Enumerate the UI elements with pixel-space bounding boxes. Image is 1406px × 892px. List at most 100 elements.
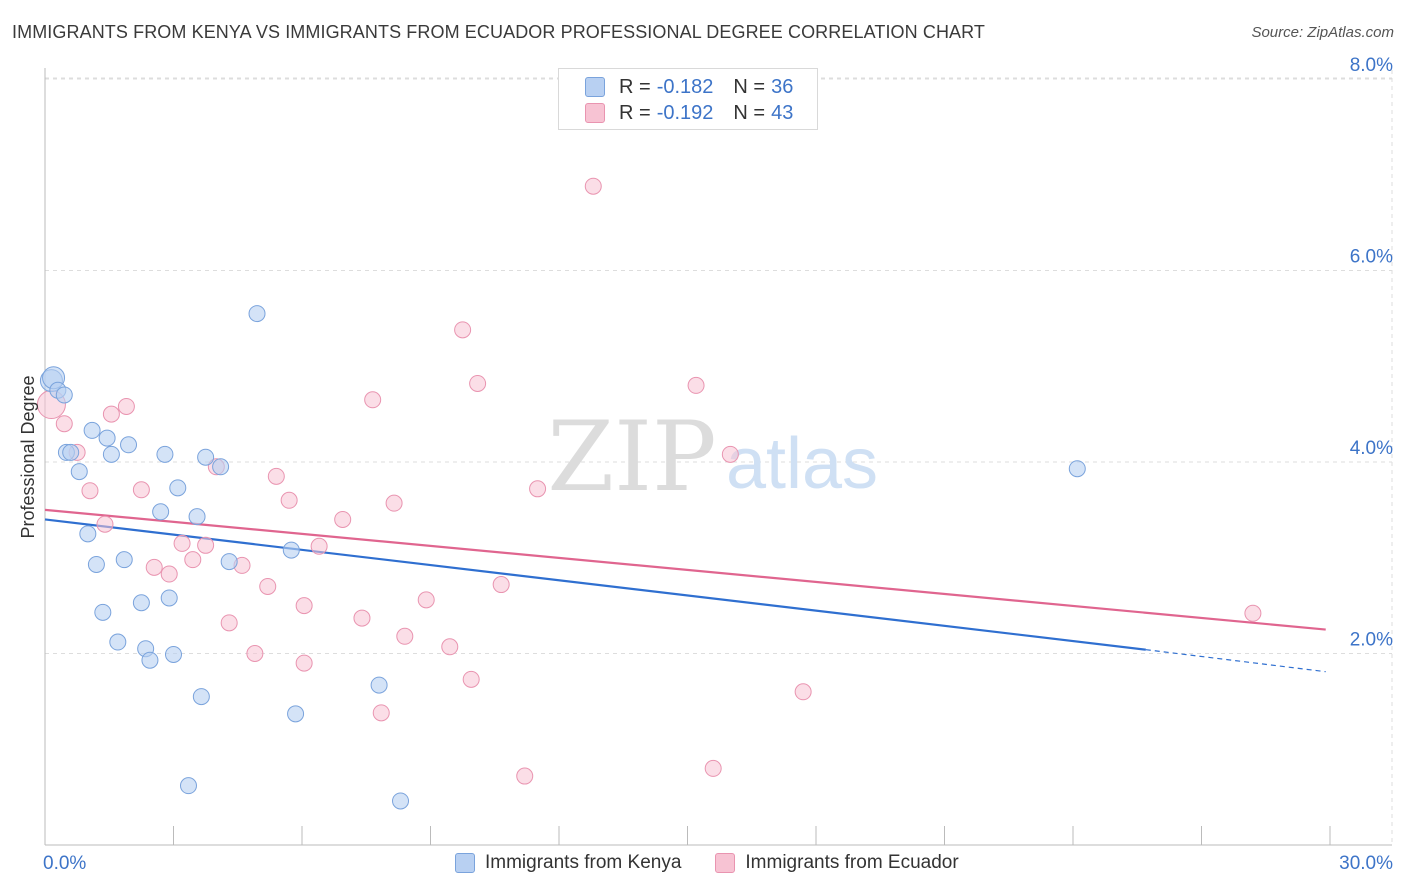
ecuador-legend-swatch xyxy=(715,853,736,873)
chart-title: IMMIGRANTS FROM KENYA VS IMMIGRANTS FROM… xyxy=(12,22,986,42)
kenya-point xyxy=(62,443,80,461)
kenya-point xyxy=(55,386,73,404)
ecuador-point xyxy=(385,494,403,512)
kenya-point xyxy=(115,551,133,569)
kenya-point xyxy=(160,589,178,607)
ecuador-point xyxy=(454,321,472,339)
kenya-swatch xyxy=(585,77,605,97)
ecuador-point xyxy=(102,405,120,423)
ecuador-point xyxy=(267,467,285,485)
ecuador-point xyxy=(353,609,371,627)
ecuador-point xyxy=(280,491,298,509)
kenya-point xyxy=(102,445,120,463)
kenya-point xyxy=(98,429,116,447)
legend-row-kenya: R = -0.182 N = 36 xyxy=(585,75,793,99)
kenya-point xyxy=(94,603,112,621)
kenya-point xyxy=(220,553,238,571)
series-legend: Immigrants from Kenya Immigrants from Ec… xyxy=(455,852,993,874)
ecuador-point xyxy=(246,645,264,662)
watermark: ZIP atlas xyxy=(547,401,878,513)
kenya-points xyxy=(39,305,1086,810)
y-tick-label: 4.0% xyxy=(1350,438,1393,459)
legend-row-ecuador: R = -0.192 N = 43 xyxy=(585,101,793,125)
kenya-point xyxy=(141,651,159,669)
ecuador-point xyxy=(721,445,739,463)
grid-lines xyxy=(45,70,1393,845)
kenya-point xyxy=(1068,460,1086,478)
ecuador-n-label: N = xyxy=(733,101,766,124)
ecuador-swatch xyxy=(585,103,605,123)
ecuador-point xyxy=(259,577,277,595)
kenya-point xyxy=(248,305,266,323)
ecuador-legend-label: Immigrants from Ecuador xyxy=(745,852,959,873)
kenya-point xyxy=(87,555,105,573)
ecuador-point xyxy=(55,415,73,433)
kenya-point xyxy=(392,792,410,810)
kenya-trend-line xyxy=(44,518,1146,651)
kenya-point xyxy=(83,421,101,439)
ecuador-point xyxy=(794,683,812,701)
x-tick-label-min: 0.0% xyxy=(43,853,86,874)
ecuador-points xyxy=(36,177,1262,785)
ecuador-point xyxy=(364,391,382,409)
kenya-point xyxy=(370,676,388,694)
ecuador-point xyxy=(441,638,459,656)
ecuador-point xyxy=(492,576,510,594)
ecuador-point xyxy=(295,654,313,672)
ecuador-point xyxy=(334,510,352,528)
kenya-legend-swatch xyxy=(455,853,475,873)
kenya-point xyxy=(132,594,150,612)
ecuador-r-label: R = xyxy=(619,101,651,124)
ecuador-point xyxy=(184,551,202,569)
axes: 2.0% 4.0% 6.0% 8.0% 0.0% 30.0% xyxy=(43,55,1393,874)
ecuador-point xyxy=(173,534,191,552)
kenya-point xyxy=(169,479,187,497)
ecuador-point xyxy=(469,374,487,392)
ecuador-point xyxy=(160,565,178,583)
kenya-point xyxy=(188,508,206,526)
kenya-point xyxy=(179,777,197,795)
watermark-zip: ZIP xyxy=(547,401,716,513)
ecuador-point xyxy=(584,177,602,195)
kenya-point xyxy=(165,645,182,663)
ecuador-point xyxy=(704,759,722,777)
ecuador-point xyxy=(295,597,313,615)
ecuador-point xyxy=(529,480,547,498)
y-tick-label: 2.0% xyxy=(1350,630,1393,651)
ecuador-point xyxy=(197,536,215,554)
y-tick-label: 6.0% xyxy=(1350,247,1393,268)
ecuador-r-value: -0.192 xyxy=(656,101,714,124)
kenya-r-value: -0.182 xyxy=(656,75,714,98)
ecuador-point xyxy=(310,537,328,555)
kenya-point xyxy=(79,525,97,543)
kenya-point xyxy=(282,541,300,559)
kenya-n-label: N = xyxy=(733,75,766,98)
ecuador-point xyxy=(1244,604,1262,622)
ecuador-point xyxy=(81,482,99,500)
ecuador-point xyxy=(687,376,705,394)
kenya-r-label: R = xyxy=(619,75,651,98)
kenya-point xyxy=(212,458,230,476)
kenya-point xyxy=(197,448,215,466)
kenya-n-value: 36 xyxy=(771,75,794,98)
ecuador-point xyxy=(462,670,480,688)
watermark-atlas: atlas xyxy=(726,424,878,504)
ecuador-n-value: 43 xyxy=(771,101,794,124)
kenya-point xyxy=(287,705,305,723)
ecuador-point xyxy=(96,515,114,533)
trend-lines xyxy=(44,508,1326,673)
kenya-point xyxy=(70,463,88,481)
legend-item-kenya: Immigrants from Kenya xyxy=(455,852,681,874)
ecuador-point xyxy=(220,614,238,632)
y-axis-label: Professional Degree xyxy=(18,375,38,538)
ecuador-point xyxy=(117,397,135,415)
source-label: Source: ZipAtlas.com xyxy=(1251,24,1394,41)
ecuador-point xyxy=(396,627,414,645)
stats-legend: R = -0.182 N = 36 R = -0.192 N = 43 xyxy=(558,68,818,130)
kenya-legend-label: Immigrants from Kenya xyxy=(485,852,682,873)
kenya-point xyxy=(192,688,210,706)
kenya-point xyxy=(156,445,174,463)
ecuador-point xyxy=(145,558,163,576)
ecuador-trend-line xyxy=(44,508,1326,631)
